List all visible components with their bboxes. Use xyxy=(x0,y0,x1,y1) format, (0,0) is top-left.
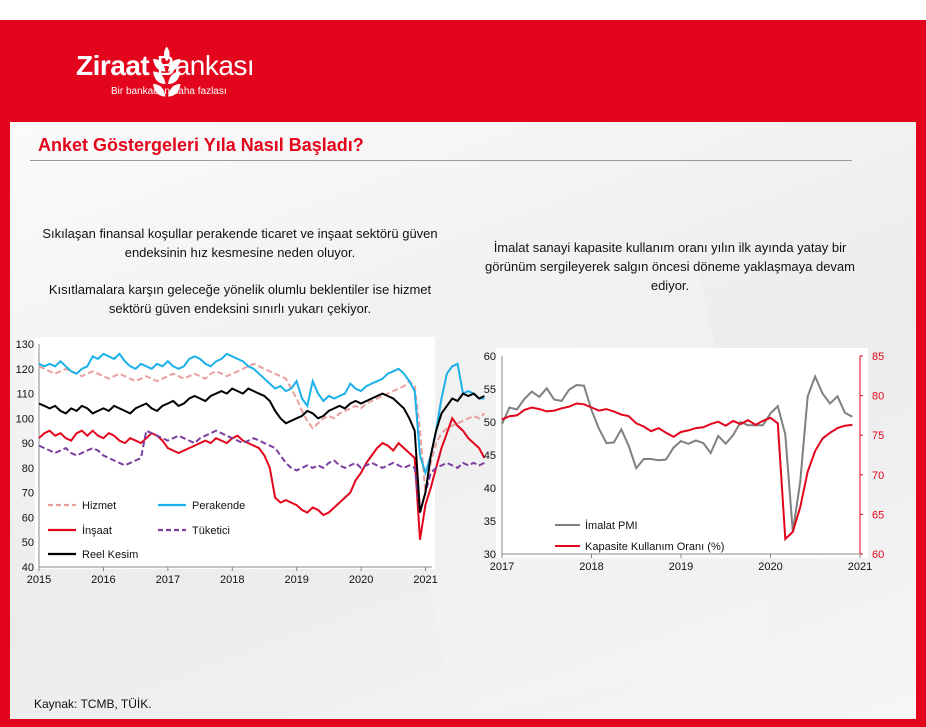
series-line-3 xyxy=(38,429,485,513)
series-line-1 xyxy=(501,402,853,542)
legend-label: İmalat PMI xyxy=(585,519,638,532)
legend-label: Reel Kesim xyxy=(82,549,138,561)
x-tick-label: 2021 xyxy=(413,574,437,586)
x-tick-label: 2019 xyxy=(669,561,693,573)
right-frame-border xyxy=(916,122,926,727)
y-tick-label: 120 xyxy=(16,364,34,376)
left-tick-label: 35 xyxy=(484,516,496,528)
x-tick-label: 2015 xyxy=(27,574,51,586)
note-retail-construction: Sıkılaşan finansal koşullar perakende ti… xyxy=(42,226,438,260)
x-tick-label: 2020 xyxy=(758,561,782,573)
right-tick-label: 70 xyxy=(872,470,884,482)
x-tick-label: 2016 xyxy=(91,574,115,586)
right-tick-label: 65 xyxy=(872,509,884,521)
y-tick-label: 60 xyxy=(22,512,34,524)
page-title: Anket Göstergeleri Yıla Nasıl Başladı? xyxy=(38,135,364,155)
left-tick-label: 45 xyxy=(484,450,496,462)
x-tick-label: 2018 xyxy=(220,574,244,586)
left-tick-label: 30 xyxy=(484,549,496,561)
y-tick-label: 100 xyxy=(16,413,34,425)
title-divider xyxy=(30,160,852,161)
x-tick-label: 2017 xyxy=(156,574,180,586)
note-capacity: İmalat sanayi kapasite kullanım oranı yı… xyxy=(485,240,855,293)
x-tick-label: 2017 xyxy=(490,561,514,573)
left-tick-label: 40 xyxy=(484,483,496,495)
legend-label: Tüketici xyxy=(192,525,230,537)
legend-label: İnşaat xyxy=(82,524,112,537)
note-services: Kısıtlamalara karşın geleceğe yönelik ol… xyxy=(48,282,432,316)
source-note: Kaynak: TCMB, TÜİK. xyxy=(34,697,152,711)
legend-label: Kapasite Kullanım Oranı (%) xyxy=(585,541,724,553)
left-frame-border xyxy=(0,122,10,727)
brand-tagline: Bir bankadan daha fazlası xyxy=(111,86,227,97)
x-tick-label: 2021 xyxy=(848,561,872,573)
y-tick-label: 50 xyxy=(22,537,34,549)
left-tick-label: 50 xyxy=(484,417,496,429)
right-tick-label: 85 xyxy=(872,351,884,363)
series-line-0 xyxy=(501,373,853,532)
x-tick-label: 2019 xyxy=(284,574,308,586)
y-tick-label: 40 xyxy=(22,562,34,574)
series-line-1 xyxy=(38,352,485,477)
bottom-frame-border xyxy=(0,719,926,727)
wheat-logo-icon xyxy=(153,46,181,97)
series-line-4 xyxy=(38,387,485,513)
right-tick-label: 75 xyxy=(872,430,884,442)
confidence-index-chart xyxy=(35,337,435,569)
right-tick-label: 60 xyxy=(872,549,884,561)
left-tick-label: 55 xyxy=(484,384,496,396)
right-tick-label: 80 xyxy=(872,391,884,403)
series-line-2 xyxy=(38,416,486,540)
y-tick-label: 80 xyxy=(22,463,34,475)
y-tick-label: 130 xyxy=(16,339,34,351)
y-tick-label: 70 xyxy=(22,488,34,500)
y-tick-label: 110 xyxy=(16,389,34,401)
left-tick-label: 60 xyxy=(484,351,496,363)
x-tick-label: 2020 xyxy=(349,574,373,586)
pmi-capacity-chart xyxy=(496,348,868,558)
legend-label: Hizmet xyxy=(82,500,116,512)
brand-name: Ziraat Bankası xyxy=(76,50,255,81)
y-tick-label: 90 xyxy=(22,438,34,450)
x-tick-label: 2018 xyxy=(579,561,603,573)
legend-label: Perakende xyxy=(192,500,245,512)
